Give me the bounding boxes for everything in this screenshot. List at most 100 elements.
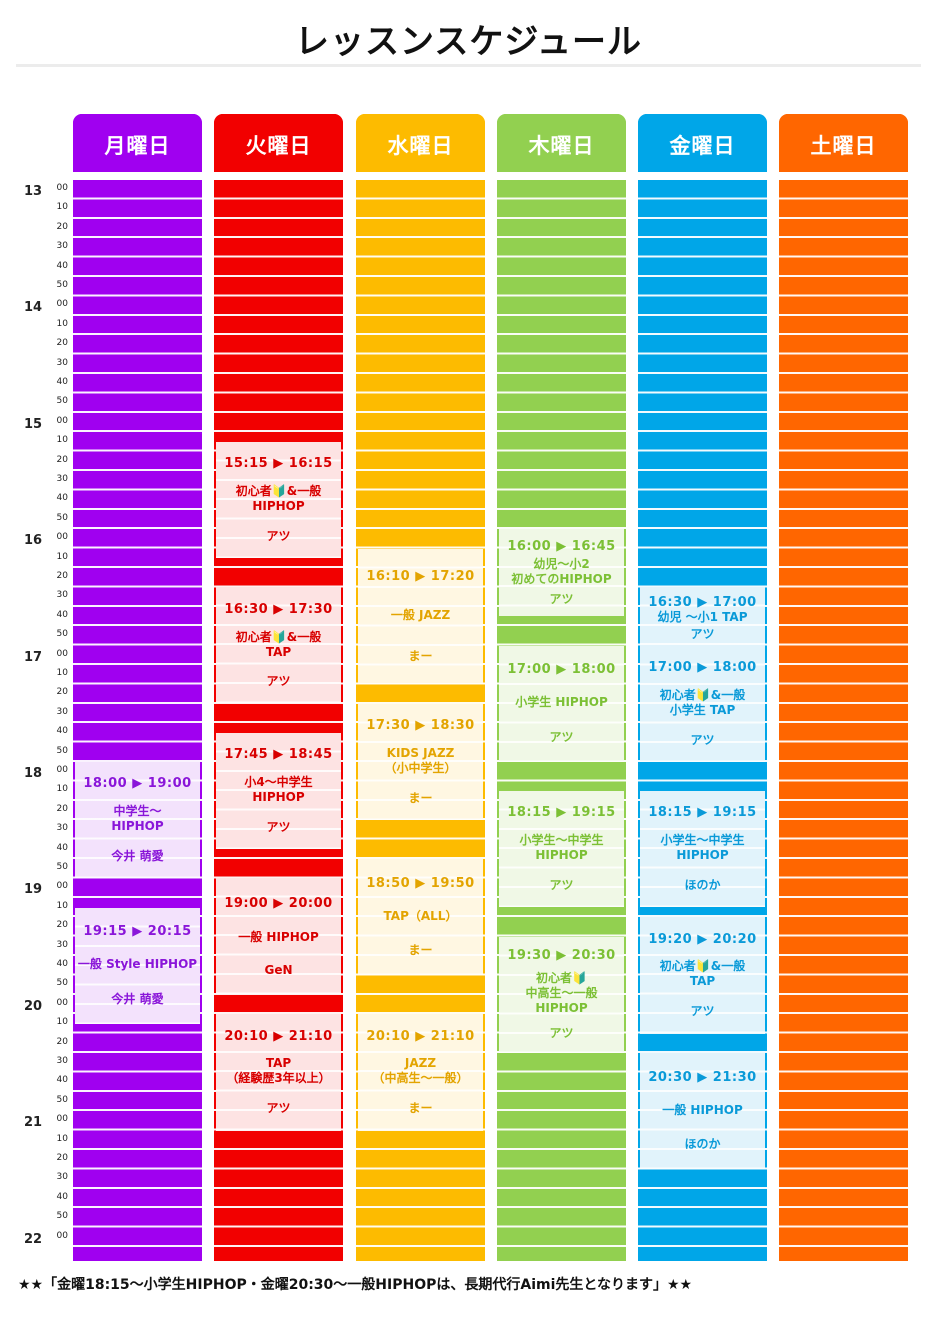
lesson-block: 19:00 ▶ 20:00 一般 HIPHOP GeN: [216, 878, 341, 995]
lesson-class: 一般 HIPHOP: [662, 1102, 743, 1117]
header-gap: [497, 172, 626, 180]
minute-label: 30: [56, 939, 68, 950]
lesson-teacher: まー: [408, 1101, 433, 1116]
header-gap: [779, 172, 908, 180]
footer-note: ★★「金曜18:15～小学生HIPHOP・金曜20:30～一般HIPHOPは、長…: [18, 1277, 693, 1293]
lesson-block: 18:00 ▶ 19:00 中学生～ HIPHOP 今井 萌愛: [75, 762, 200, 879]
lesson-time: 18:15 ▶ 19:15: [507, 805, 616, 821]
lesson-teacher: ほのか: [684, 1137, 721, 1152]
lesson-teacher: アツ: [549, 1026, 574, 1041]
minute-label: 10: [56, 900, 68, 911]
minute-label: 40: [56, 959, 68, 969]
lesson-time: 16:10 ▶ 17:20: [366, 568, 475, 584]
minute-label: 30: [56, 1172, 68, 1183]
minute-label: 10: [56, 318, 68, 329]
minute-label: 20: [56, 687, 68, 698]
lesson-class: 初心者🔰 中高生～一般 HIPHOP: [525, 971, 598, 1016]
lesson-teacher: アツ: [266, 528, 291, 543]
minute-label: 50: [56, 629, 68, 640]
lesson-block: 18:15 ▶ 19:15 小学生～中学生 HIPHOP アツ: [499, 791, 624, 908]
lesson-class: 初心者🔰&一般 HIPHOP: [235, 484, 322, 514]
lesson-teacher: 今井 萌愛: [111, 848, 164, 863]
header-gap: [638, 172, 767, 180]
hour-label: 20: [24, 998, 43, 1014]
lesson-class: 小4～中学生 HIPHOP: [244, 775, 313, 805]
minute-label: 40: [56, 493, 68, 504]
minute-label: 10: [56, 668, 68, 678]
lesson-teacher: まー: [408, 649, 433, 664]
minute-label: 40: [56, 842, 68, 853]
header-gap: [73, 172, 202, 180]
minute-label: 20: [56, 338, 68, 349]
minute-label: 50: [56, 978, 68, 989]
lesson-time: 19:15 ▶ 20:15: [83, 924, 192, 940]
lesson-time: 17:30 ▶ 18:30: [366, 718, 475, 734]
lesson-class: 幼児 ～小1 TAP: [657, 610, 748, 625]
lesson-class: 一般 JAZZ: [390, 607, 451, 622]
lesson-teacher: アツ: [690, 627, 715, 642]
lesson-class: 初心者🔰&一般 小学生 TAP: [659, 687, 746, 717]
lesson-class: 一般 HIPHOP: [238, 929, 319, 944]
minute-label: 00: [56, 997, 68, 1008]
hour-label: 18: [24, 766, 43, 781]
minute-label: 00: [56, 1230, 68, 1241]
minute-label: 20: [56, 803, 68, 814]
minute-label: 00: [56, 299, 68, 310]
lesson-class: 中学生～ HIPHOP: [111, 804, 164, 834]
minute-label: 30: [56, 241, 68, 252]
hour-label: 14: [24, 300, 43, 316]
lesson-time: 15:15 ▶ 16:15: [224, 456, 333, 472]
day-header: 木曜日: [497, 114, 626, 176]
lesson-time: 18:50 ▶ 19:50: [366, 875, 475, 891]
lesson-class: JAZZ （中高生～一般）: [372, 1056, 469, 1086]
lesson-block: 17:45 ▶ 18:45 小4～中学生 HIPHOP アツ: [216, 732, 341, 850]
day-header: 火曜日: [214, 114, 343, 176]
minute-label: 20: [56, 1153, 68, 1163]
minute-label: 10: [56, 1133, 68, 1144]
minute-label: 00: [56, 648, 68, 659]
lesson-teacher: ほのか: [684, 878, 721, 893]
day-header: 金曜日: [638, 114, 767, 176]
lesson-teacher: まー: [408, 943, 433, 958]
lesson-teacher: アツ: [690, 1004, 715, 1019]
minute-label: 40: [56, 1075, 68, 1086]
lesson-teacher: アツ: [549, 878, 574, 893]
minute-label: 50: [56, 512, 68, 523]
minute-label: 30: [56, 357, 68, 368]
lesson-teacher: アツ: [549, 730, 574, 745]
lesson-time: 16:30 ▶ 17:30: [224, 601, 333, 617]
lesson-time: 19:20 ▶ 20:20: [648, 931, 757, 947]
lesson-block: 17:00 ▶ 18:00 初心者🔰&一般 小学生 TAP アツ: [640, 645, 765, 762]
title-divider: [16, 64, 921, 67]
lesson-time: 20:30 ▶ 21:30: [648, 1069, 757, 1085]
lesson-block: 16:00 ▶ 16:45 幼児～小2 初めてのHIPHOP アツ: [499, 529, 624, 617]
minute-label: 50: [56, 1211, 68, 1222]
minute-label: 30: [56, 474, 68, 484]
day-column: 木曜日 16:00 ▶ 16:45 幼児～小2 初めてのHIPHOP アツ 17:00 …: [497, 114, 626, 1261]
minute-label: 30: [56, 590, 68, 601]
lesson-class: 小学生～中学生 HIPHOP: [519, 833, 604, 863]
lesson-class: 初心者🔰&一般 TAP: [659, 959, 746, 989]
minute-label: 40: [56, 1191, 68, 1202]
lesson-block: 16:30 ▶ 17:30 初心者🔰&一般 TAP アツ: [216, 587, 341, 704]
lesson-time: 20:10 ▶ 21:10: [366, 1028, 475, 1044]
lesson-block: 16:10 ▶ 17:20 一般 JAZZ まー: [358, 548, 483, 685]
minute-label: 00: [56, 532, 68, 543]
lesson-teacher: まー: [408, 790, 433, 805]
hour-label: 19: [24, 882, 43, 898]
lesson-block: 19:15 ▶ 20:15 一般 Style HIPHOP 今井 萌愛: [75, 907, 200, 1024]
minute-label: 10: [56, 784, 68, 795]
header-gap: [214, 172, 343, 180]
day-column: 火曜日 15:15 ▶ 16:15 初心者🔰&一般 HIPHOP アツ 16:30 ▶ …: [214, 114, 343, 1261]
lesson-time: 16:00 ▶ 16:45: [507, 538, 616, 554]
minute-label: 10: [56, 551, 68, 562]
lesson-class: KIDS JAZZ （小中学生）: [384, 745, 457, 775]
day-column: 土曜日: [779, 114, 908, 1261]
lesson-teacher: 今井 萌愛: [111, 991, 164, 1006]
lesson-teacher: アツ: [266, 819, 291, 834]
day-column: 金曜日 16:30 ▶ 17:00 幼児 ～小1 TAP アツ 17:00 ▶ 18:0…: [638, 114, 767, 1261]
minute-label: 30: [56, 1056, 68, 1066]
lesson-teacher: アツ: [266, 674, 291, 689]
hour-label: 17: [24, 649, 43, 665]
time-axis: 00 10 20 30 40 50 13 00 10 20 30 40 50 14 00 10 20 30 40 50…: [0, 0, 70, 1325]
